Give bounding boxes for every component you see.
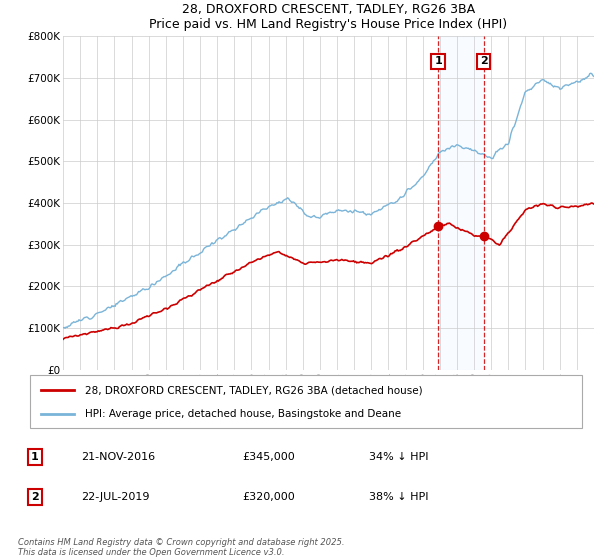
Bar bbox=[438, 36, 484, 370]
Text: £320,000: £320,000 bbox=[242, 492, 295, 502]
Text: 1: 1 bbox=[31, 452, 39, 462]
Text: 22-JUL-2019: 22-JUL-2019 bbox=[81, 492, 149, 502]
Text: 38% ↓ HPI: 38% ↓ HPI bbox=[369, 492, 428, 502]
Text: £345,000: £345,000 bbox=[242, 452, 295, 462]
Text: 2: 2 bbox=[480, 57, 488, 67]
Title: 28, DROXFORD CRESCENT, TADLEY, RG26 3BA
Price paid vs. HM Land Registry's House : 28, DROXFORD CRESCENT, TADLEY, RG26 3BA … bbox=[149, 3, 508, 31]
Text: 28, DROXFORD CRESCENT, TADLEY, RG26 3BA (detached house): 28, DROXFORD CRESCENT, TADLEY, RG26 3BA … bbox=[85, 385, 423, 395]
Text: 21-NOV-2016: 21-NOV-2016 bbox=[81, 452, 155, 462]
Text: 2: 2 bbox=[31, 492, 39, 502]
Text: 34% ↓ HPI: 34% ↓ HPI bbox=[369, 452, 428, 462]
Text: Contains HM Land Registry data © Crown copyright and database right 2025.
This d: Contains HM Land Registry data © Crown c… bbox=[18, 538, 344, 557]
Text: HPI: Average price, detached house, Basingstoke and Deane: HPI: Average price, detached house, Basi… bbox=[85, 408, 401, 418]
Text: 1: 1 bbox=[434, 57, 442, 67]
